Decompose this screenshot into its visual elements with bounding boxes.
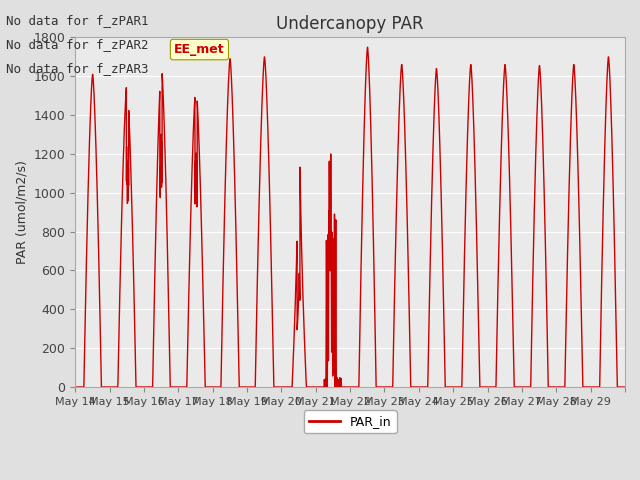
Text: EE_met: EE_met [174, 43, 225, 56]
Text: No data for f_zPAR3: No data for f_zPAR3 [6, 62, 149, 75]
Legend: PAR_in: PAR_in [303, 410, 397, 433]
Title: Undercanopy PAR: Undercanopy PAR [276, 15, 424, 33]
Text: No data for f_zPAR1: No data for f_zPAR1 [6, 14, 149, 27]
Text: No data for f_zPAR2: No data for f_zPAR2 [6, 38, 149, 51]
Y-axis label: PAR (umol/m2/s): PAR (umol/m2/s) [15, 160, 28, 264]
